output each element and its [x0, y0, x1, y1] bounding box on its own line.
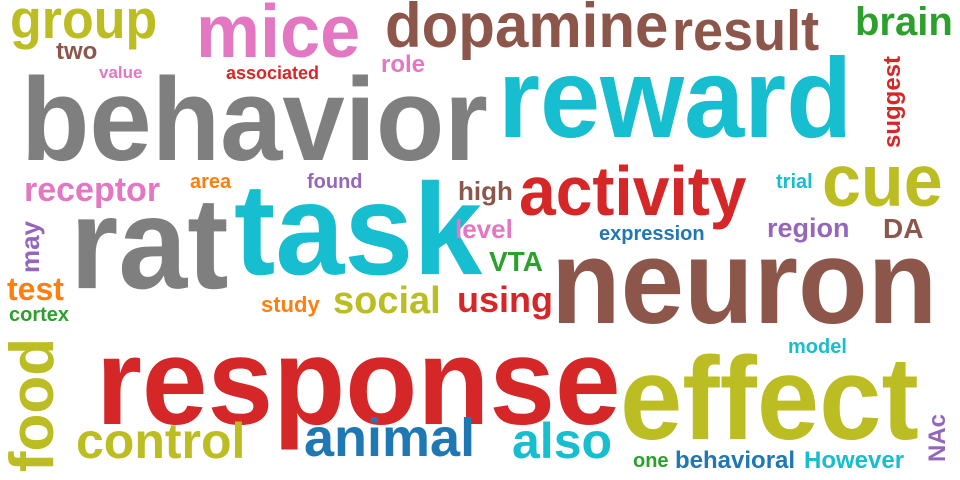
- word-animal: animal: [304, 408, 476, 468]
- word-VTA: VTA: [489, 246, 543, 277]
- word-high: high: [458, 176, 513, 206]
- word-receptor: receptor: [24, 171, 161, 209]
- word-also: also: [512, 413, 613, 469]
- word-mice: mice: [196, 0, 361, 75]
- word-control: control: [76, 413, 246, 469]
- word-activity: activity: [519, 152, 747, 230]
- word-expression: expression: [599, 223, 705, 245]
- word-trial: trial: [776, 171, 813, 193]
- word-effect: effect: [620, 332, 919, 465]
- word-cortex: cortex: [9, 304, 70, 326]
- word-group: group: [10, 0, 158, 51]
- word-associated: associated: [226, 63, 320, 83]
- word-task: task: [234, 157, 483, 303]
- word-DA: DA: [883, 213, 924, 244]
- word-two: two: [56, 38, 98, 65]
- word-region: region: [767, 213, 850, 243]
- word-suggest: suggest: [879, 55, 907, 149]
- word-food: food: [0, 337, 68, 473]
- word-behavior: behavior: [21, 53, 488, 186]
- word-result: result: [672, 0, 820, 63]
- word-may: may: [15, 220, 46, 274]
- word-response: response: [96, 312, 621, 452]
- word-rat: rat: [70, 171, 229, 317]
- word-neuron: neuron: [551, 215, 938, 350]
- word-behavioral: behavioral: [675, 447, 796, 474]
- word-social: social: [333, 280, 441, 322]
- word-role: role: [381, 51, 426, 78]
- word-reward: reward: [498, 33, 853, 161]
- word-using: using: [457, 279, 553, 320]
- word-level: level: [455, 214, 513, 244]
- word-found: found: [307, 171, 363, 193]
- word-value: value: [99, 63, 143, 82]
- word-NAc: NAc: [924, 413, 952, 463]
- word-However: However: [804, 447, 905, 474]
- word-brain: brain: [855, 0, 953, 44]
- word-dopamine: dopamine: [385, 0, 669, 61]
- word-test: test: [7, 271, 64, 307]
- word-model: model: [788, 336, 847, 358]
- word-area: area: [190, 171, 232, 193]
- word-one: one: [633, 450, 669, 472]
- word-cue: cue: [822, 140, 943, 222]
- word-study: study: [261, 292, 320, 317]
